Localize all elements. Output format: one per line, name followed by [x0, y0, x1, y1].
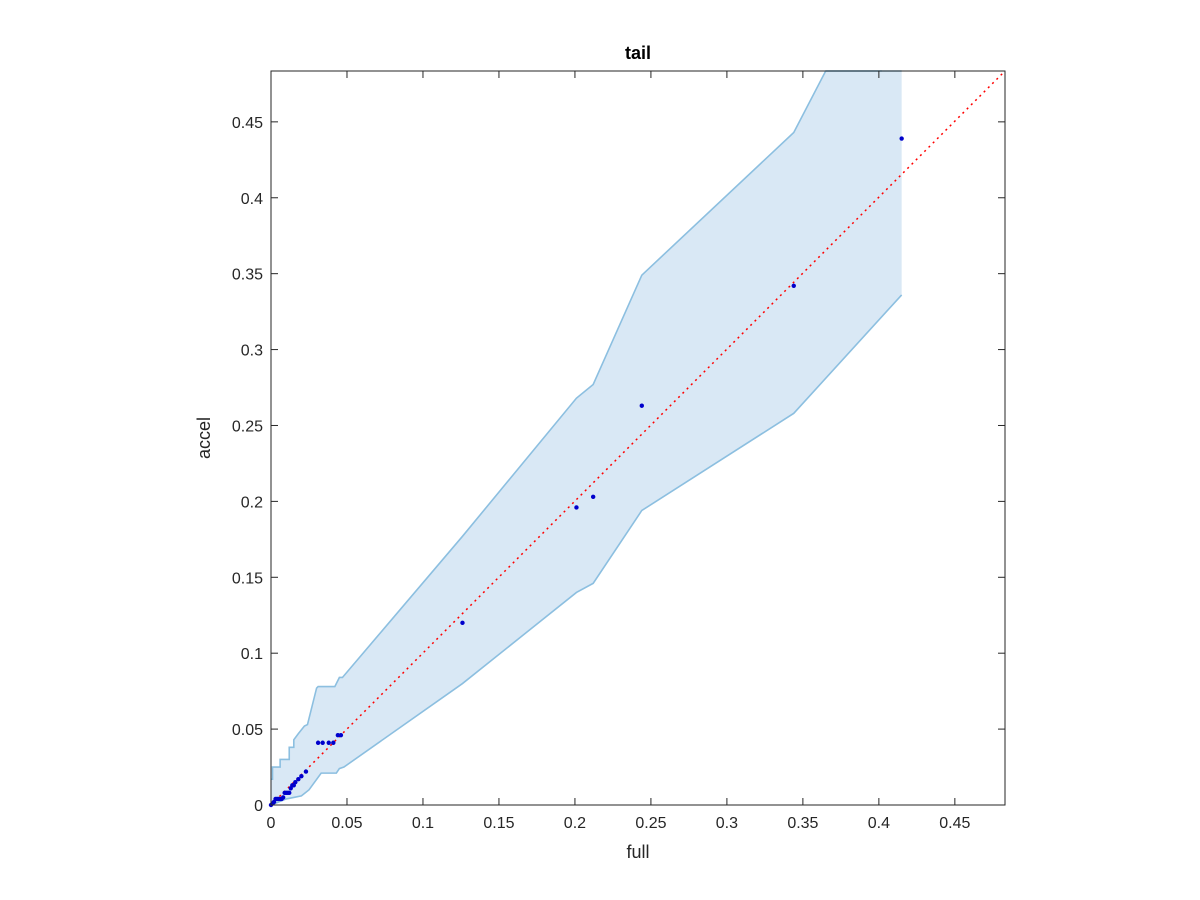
- reference-line-segment: [270, 70, 1006, 806]
- data-points: [268, 136, 904, 808]
- data-point: [338, 732, 344, 738]
- data-point: [791, 283, 796, 289]
- data-point: [280, 795, 286, 800]
- x-tick-label: 0.4: [868, 815, 890, 832]
- data-point: [590, 494, 596, 500]
- data-point: [460, 620, 465, 626]
- y-tick-label: 0: [254, 798, 263, 815]
- confidence-band: [270, 70, 903, 806]
- x-tick-label: 0: [267, 815, 276, 832]
- data-point: [331, 740, 336, 745]
- reference-line: [270, 70, 1006, 806]
- plot-frame: [270, 70, 1006, 806]
- y-tick-label: 0.4: [241, 191, 263, 208]
- x-tick-label: 0.3: [716, 815, 738, 832]
- y-axis-label: accel: [194, 417, 214, 459]
- y-tick-label: 0.35: [232, 267, 263, 284]
- band-lower-edge: [270, 294, 903, 806]
- y-tick-label: 0.05: [232, 722, 263, 739]
- data-point: [287, 790, 292, 796]
- x-tick-label: 0.35: [787, 815, 818, 832]
- y-tick-label: 0.2: [241, 494, 263, 511]
- data-point: [293, 780, 298, 785]
- x-tick-label: 0.45: [939, 815, 970, 832]
- data-point: [296, 776, 301, 782]
- y-tick-label: 0.1: [241, 646, 263, 663]
- x-axis-label: full: [626, 842, 649, 862]
- y-tick-label: 0.25: [232, 418, 263, 435]
- x-tick-label: 0.2: [564, 815, 586, 832]
- chart-title: tail: [625, 43, 651, 63]
- data-point: [899, 136, 904, 141]
- band-upper-edge: [271, 70, 882, 780]
- band-fill: [271, 71, 902, 805]
- x-tick-label: 0.1: [412, 815, 434, 832]
- x-tick-label: 0.15: [483, 815, 514, 832]
- y-tick-label: 0.45: [232, 115, 263, 132]
- data-point: [299, 773, 304, 779]
- data-point: [639, 403, 644, 408]
- data-point: [326, 740, 331, 745]
- data-point: [315, 740, 321, 745]
- data-point: [303, 769, 309, 774]
- y-tick-label: 0.3: [241, 343, 263, 360]
- axis-ticks: 0 0.05 0.1 0.15 0.2 0.25 0.3 0.35 0.4 0.45 0 0.05 0.…: [232, 71, 1005, 832]
- data-point: [574, 505, 579, 510]
- y-tick-label: 0.15: [232, 570, 263, 587]
- data-point: [320, 740, 325, 745]
- x-tick-label: 0.25: [635, 815, 666, 832]
- x-tick-label: 0.05: [331, 815, 362, 832]
- data-point: [335, 732, 341, 738]
